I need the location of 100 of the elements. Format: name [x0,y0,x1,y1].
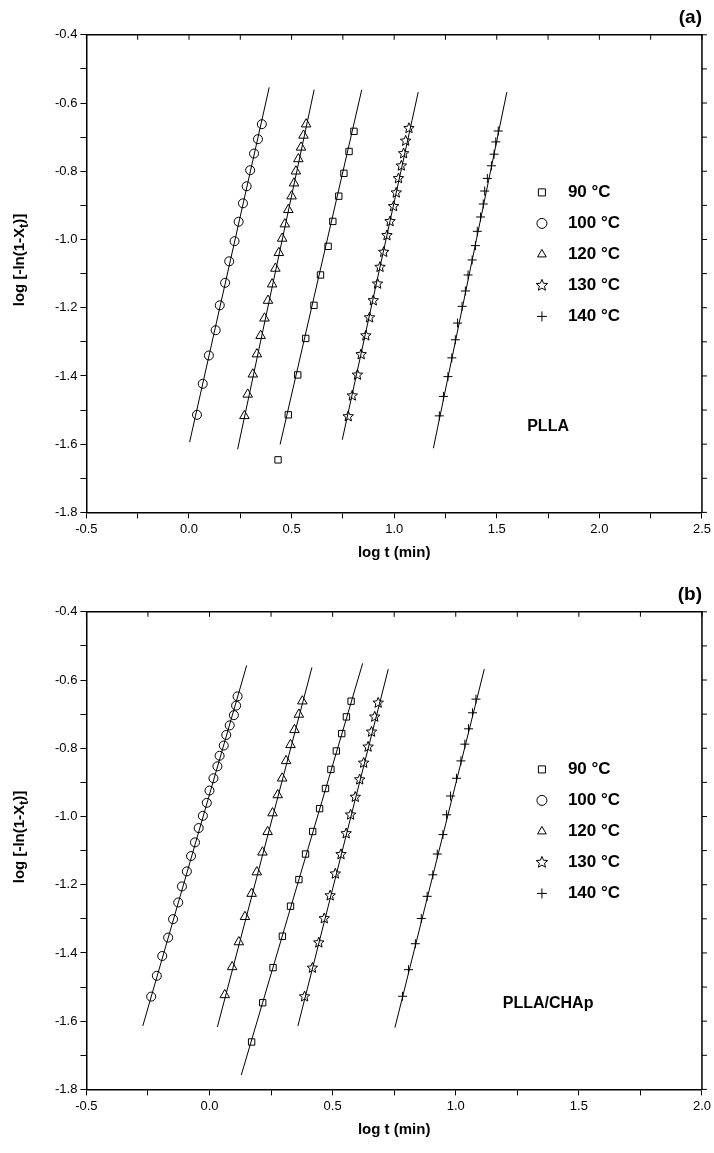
point [233,216,244,227]
point [226,960,238,971]
point [267,807,278,817]
point [403,964,414,975]
point [349,791,362,802]
point [353,773,366,785]
point [284,411,292,419]
point [192,409,202,420]
point [422,891,433,902]
point [290,165,302,175]
point [490,136,501,147]
x-tick-label: 0.0 [200,1097,219,1113]
point [269,963,277,972]
point [251,348,263,358]
point [482,173,493,184]
point [257,846,268,856]
point [410,938,421,949]
point [327,765,335,774]
x-axis-title: log t (min) [357,543,431,561]
point [346,389,359,401]
point [340,169,348,177]
legend-label: 140 °C [567,306,621,326]
point [340,827,352,839]
point [372,696,384,708]
x-tick-label: 1.5 [487,520,506,536]
point [168,914,179,925]
legend-label: 120 °C [567,244,621,264]
point [288,177,300,187]
point [246,887,257,897]
point [437,829,448,840]
point [452,318,463,329]
point [203,350,214,361]
point [450,334,461,345]
point [309,827,317,836]
point [460,286,471,296]
point [301,850,310,858]
point [479,186,490,197]
point [270,262,281,272]
point [241,181,252,192]
point [245,165,256,176]
x-tick-label: 0.5 [323,1097,342,1113]
legend-label: 90 °C [567,759,611,779]
point [342,713,351,721]
x-axis-title: log t (min) [357,1120,431,1138]
point [278,932,287,940]
point [247,1038,256,1046]
point [371,277,384,289]
point [493,126,504,136]
point [390,186,402,198]
x-tick-label: -0.5 [75,1097,98,1113]
point [403,122,415,134]
point [467,707,478,718]
point [357,756,370,768]
point [455,755,466,766]
x-tick-label: 2.5 [692,520,711,536]
point [489,149,500,160]
chart-title: (b) [677,582,702,604]
point [247,368,259,378]
annotation: PLLA [527,416,570,434]
point [151,970,162,981]
point [242,388,253,398]
point [276,232,288,242]
point [283,203,294,214]
x-tick-label: 1.0 [385,520,404,536]
point [289,723,300,734]
point [306,961,319,973]
point [293,708,305,718]
x-tick-label: 1.5 [569,1097,588,1113]
point [146,991,157,1002]
y-tick-label: -1.8 [54,503,78,519]
point [445,791,456,802]
point [318,912,330,924]
point [344,808,357,820]
point [470,240,481,251]
point [197,378,208,389]
point [176,881,187,892]
point [350,127,358,136]
point [295,141,307,151]
point [197,810,208,821]
y-tick-label: -1.0 [54,808,78,824]
point [310,301,318,310]
point [280,754,292,765]
point [295,875,303,884]
point [262,294,274,304]
point [486,160,497,171]
point [274,456,282,464]
legend-label: 100 °C [567,790,621,810]
point [237,198,248,209]
point [377,246,390,258]
x-tick-label: 1.0 [446,1097,465,1113]
point [475,211,486,222]
point [286,902,295,910]
point [239,910,251,921]
point [335,192,343,200]
point [218,740,229,751]
point [255,329,266,339]
point [252,134,263,145]
point [338,729,346,738]
point [427,869,438,880]
legend-label: 130 °C [567,275,621,295]
